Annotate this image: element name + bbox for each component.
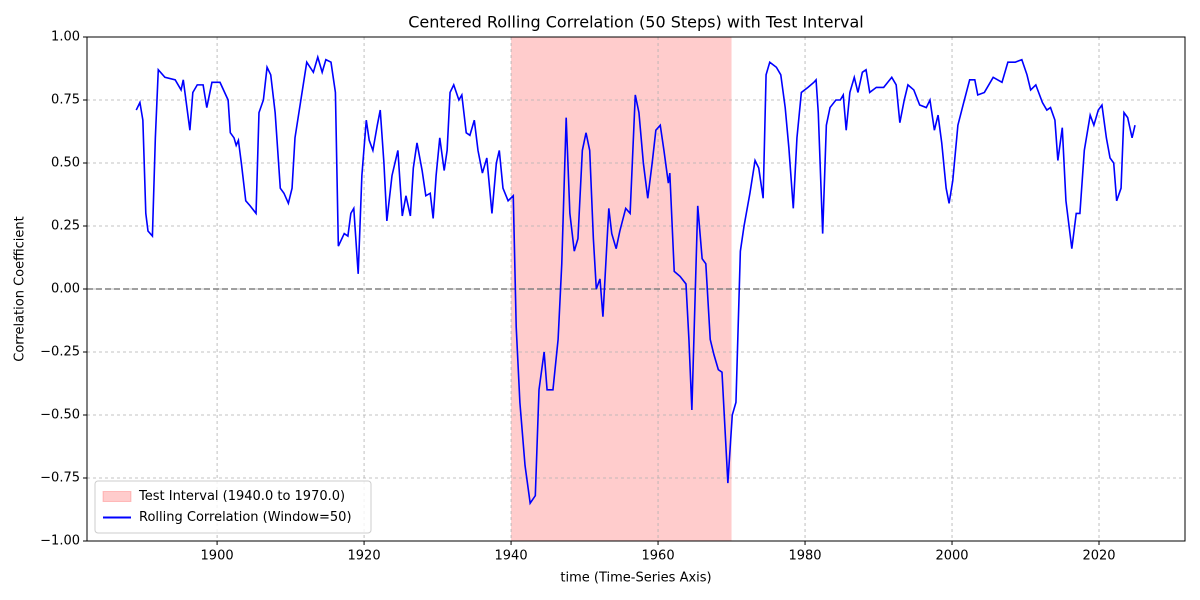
legend-label: Test Interval (1940.0 to 1970.0) <box>138 489 345 504</box>
y-tick-label: −0.50 <box>40 408 80 423</box>
x-tick-label: 1940 <box>495 549 528 564</box>
y-tick-label: −0.25 <box>40 345 80 360</box>
x-axis-label: time (Time-Series Axis) <box>560 571 711 586</box>
y-tick-label: 1.00 <box>51 30 80 45</box>
data-line <box>135 54 1136 506</box>
y-tick-label: 0.50 <box>51 156 80 171</box>
y-tick-label: 0.25 <box>51 219 80 234</box>
chart-title: Centered Rolling Correlation (50 Steps) … <box>408 13 863 32</box>
x-tick-label: 1960 <box>642 549 675 564</box>
y-tick-label: −0.75 <box>40 471 80 486</box>
y-axis-label: Correlation Coefficient <box>13 216 28 362</box>
x-tick-label: 1920 <box>348 549 381 564</box>
x-tick-label: 2000 <box>935 549 968 564</box>
legend: Test Interval (1940.0 to 1970.0) Rolling … <box>94 480 372 534</box>
y-tick-label: −1.00 <box>40 534 80 549</box>
x-tick-label: 1900 <box>201 549 234 564</box>
y-tick-label: 0.75 <box>51 93 80 108</box>
legend-swatch <box>102 491 132 502</box>
x-tick-label: 2020 <box>1082 549 1115 564</box>
plot-frame <box>86 36 1186 542</box>
legend-box <box>94 480 372 534</box>
x-tick-label: 1980 <box>788 549 821 564</box>
y-tick-label: 0.00 <box>51 282 80 297</box>
legend-label: Rolling Correlation (Window=50) <box>139 510 352 525</box>
